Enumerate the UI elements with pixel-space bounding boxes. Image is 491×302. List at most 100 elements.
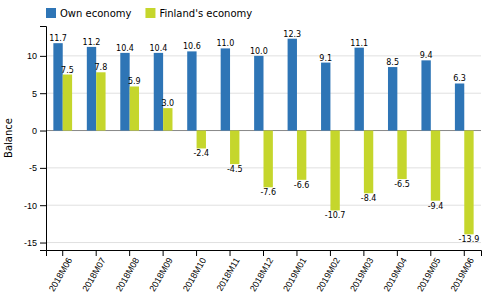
bar <box>163 108 172 130</box>
bar <box>154 53 163 131</box>
bar <box>330 131 339 211</box>
tick-mark <box>397 250 398 256</box>
data-label: -9.4 <box>428 202 444 211</box>
data-label: 9.1 <box>319 54 332 63</box>
tick-label: 2018M06 <box>47 256 74 294</box>
bar <box>388 67 397 130</box>
axis-line <box>40 27 47 251</box>
data-label: 10.4 <box>116 44 134 53</box>
tick-label: 2019M06 <box>448 256 475 294</box>
data-label: 10.6 <box>183 42 201 51</box>
tick-label: 2019M04 <box>382 256 409 294</box>
bar <box>53 43 62 130</box>
chart: -15-10-505102018M062018M072018M082018M09… <box>0 0 491 302</box>
bar <box>455 83 464 130</box>
tick: 0 <box>32 126 46 136</box>
grid-line <box>46 205 481 206</box>
bar <box>297 131 306 180</box>
legend-label: Own economy <box>60 8 132 19</box>
tick: 2019M01 <box>281 250 308 293</box>
data-label: 7.5 <box>61 66 74 75</box>
bar <box>120 53 129 131</box>
tick-mark <box>40 205 46 206</box>
data-labels: 11.711.210.410.410.611.010.012.39.111.18… <box>49 30 479 245</box>
tick-label: 0 <box>32 126 37 136</box>
tick-label: -5 <box>29 163 37 173</box>
legend-item: Finland's economy <box>145 8 252 19</box>
tick: 2018M08 <box>114 250 141 293</box>
bar <box>464 131 473 235</box>
bar <box>321 63 330 131</box>
data-label: -6.6 <box>294 181 310 190</box>
bar <box>431 131 440 201</box>
data-label: 7.8 <box>95 63 108 72</box>
bar <box>264 131 273 188</box>
tick-mark <box>163 250 164 256</box>
data-label: -10.7 <box>325 211 346 220</box>
tick-label: 2019M05 <box>415 256 442 294</box>
bar <box>187 51 196 130</box>
data-label: 11.2 <box>83 38 101 47</box>
tick: 2018M10 <box>181 250 208 293</box>
tick: 2019M04 <box>382 250 409 293</box>
tick-mark <box>263 250 264 256</box>
axis-line <box>47 251 482 257</box>
tick: 5 <box>32 89 46 99</box>
data-label: -6.5 <box>394 180 410 189</box>
data-label: 8.5 <box>386 58 399 67</box>
legend: Own economy Finland's economy <box>46 8 252 19</box>
tick-label: 2018M10 <box>181 256 208 294</box>
tick-label: 2018M09 <box>147 256 174 294</box>
tick: 2019M02 <box>315 250 342 293</box>
tick-mark <box>330 250 331 256</box>
bar <box>96 72 105 130</box>
tick: -15 <box>24 238 46 248</box>
plot: -15-10-505102018M062018M072018M082018M09… <box>24 27 482 294</box>
grid-line <box>46 242 481 243</box>
tick-mark <box>40 243 46 244</box>
tick-mark <box>363 250 364 256</box>
tick-mark <box>40 93 46 94</box>
tick: 2019M03 <box>348 250 375 293</box>
tick: 2018M06 <box>47 250 74 293</box>
data-label: 11.1 <box>350 39 368 48</box>
tick-label: 2018M12 <box>248 256 275 294</box>
tick-mark <box>40 56 46 57</box>
tick: 2018M09 <box>147 250 174 293</box>
data-label: -7.6 <box>260 188 276 197</box>
bar <box>197 131 206 149</box>
bar <box>288 39 297 131</box>
y-axis-title: Balance <box>3 118 14 158</box>
tick: 10 <box>27 51 46 61</box>
bars <box>53 39 473 235</box>
grid <box>46 56 481 243</box>
tick-label: 10 <box>27 51 37 61</box>
data-label: 12.3 <box>283 30 301 39</box>
tick: 2018M12 <box>248 250 275 293</box>
tick-mark <box>230 250 231 256</box>
legend-label: Finland's economy <box>159 8 252 19</box>
data-label: 5.9 <box>128 77 141 86</box>
legend-swatch <box>46 8 56 18</box>
bar <box>364 131 373 194</box>
bar <box>421 60 430 130</box>
data-label: 10.4 <box>150 44 168 53</box>
tick-label: -10 <box>24 201 37 211</box>
data-label: -8.4 <box>361 194 377 203</box>
bar <box>87 47 96 131</box>
tick: -5 <box>29 163 46 173</box>
bar <box>130 86 139 130</box>
legend-swatch <box>145 8 155 18</box>
tick-mark <box>40 131 46 132</box>
tick-mark <box>96 250 97 256</box>
tick-label: -15 <box>24 238 37 248</box>
bar <box>254 56 263 131</box>
tick: 2019M06 <box>448 250 475 293</box>
tick-label: 2019M02 <box>315 256 342 294</box>
legend-item: Own economy <box>46 8 132 19</box>
tick-mark <box>62 250 63 256</box>
tick-mark <box>196 250 197 256</box>
data-label: 9.4 <box>420 51 433 60</box>
data-label: 3.0 <box>161 99 174 108</box>
data-label: -2.4 <box>193 149 209 158</box>
